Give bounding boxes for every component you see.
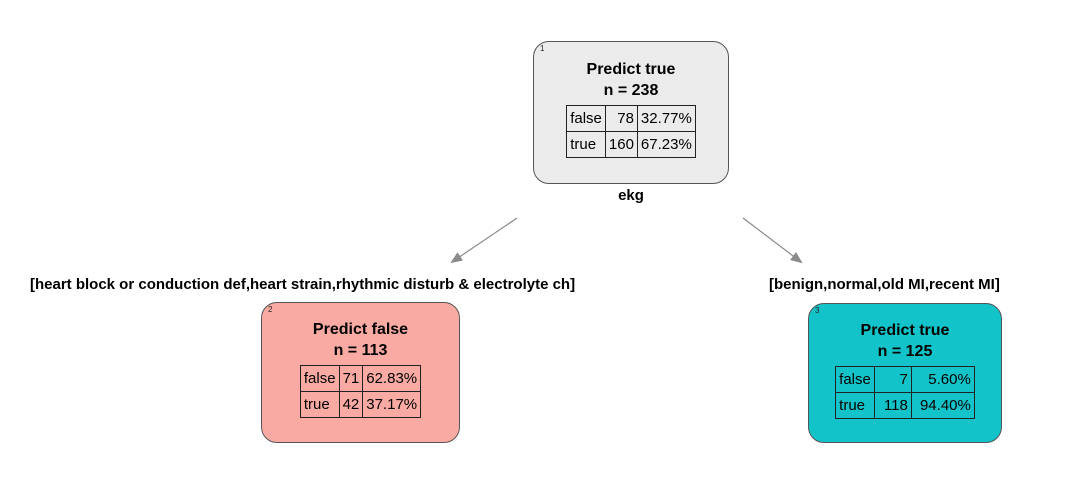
class-count: 78 — [604, 105, 638, 132]
class-label: false — [299, 365, 340, 392]
class-percent: 32.77% — [636, 105, 696, 132]
table-row: false 71 62.83% — [299, 365, 422, 392]
class-count-table: false 7 5.60% true 118 94.40% — [835, 366, 975, 419]
class-count: 71 — [338, 365, 364, 392]
class-label: true — [566, 131, 606, 158]
class-percent: 37.17% — [362, 391, 422, 418]
node-count: n = 238 — [603, 82, 659, 99]
class-percent: 94.40% — [910, 392, 975, 419]
class-percent: 62.83% — [362, 365, 422, 392]
edge-right — [742, 217, 803, 264]
class-count-table: false 78 32.77% true 160 67.23% — [566, 105, 696, 158]
class-label: true — [835, 392, 875, 419]
edge-left — [450, 217, 518, 264]
class-count: 42 — [338, 391, 364, 418]
class-percent: 67.23% — [636, 131, 696, 158]
node-prediction: Predict true — [860, 322, 950, 339]
class-label: false — [566, 105, 606, 132]
node-left: 2 Predict false n = 113 false 71 62.83% … — [261, 302, 460, 443]
class-label: true — [299, 391, 340, 418]
table-row: false 78 32.77% — [566, 105, 696, 132]
node-id: 2 — [268, 305, 273, 314]
table-row: true 160 67.23% — [566, 131, 696, 158]
class-percent: 5.60% — [910, 366, 975, 393]
class-count: 118 — [873, 392, 912, 419]
node-prediction: Predict false — [312, 321, 409, 338]
node-prediction: Predict true — [586, 61, 676, 78]
node-root: 1 Predict true n = 238 false 78 32.77% t… — [533, 41, 729, 184]
table-row: true 118 94.40% — [835, 392, 975, 419]
edge-label-left: [heart block or conduction def,heart str… — [30, 276, 576, 293]
node-count: n = 125 — [877, 343, 933, 360]
table-row: true 42 37.17% — [299, 391, 422, 418]
class-label: false — [835, 366, 875, 393]
class-count-table: false 71 62.83% true 42 37.17% — [299, 365, 422, 418]
node-count: n = 113 — [333, 342, 388, 359]
node-right: 3 Predict true n = 125 false 7 5.60% tru… — [808, 303, 1002, 443]
table-row: false 7 5.60% — [835, 366, 975, 393]
class-count: 7 — [873, 366, 912, 393]
class-count: 160 — [604, 131, 638, 158]
split-variable-label: ekg — [618, 187, 644, 204]
node-id: 3 — [815, 306, 820, 315]
edge-label-right: [benign,normal,old MI,recent MI] — [769, 276, 1000, 293]
node-id: 1 — [540, 44, 545, 53]
